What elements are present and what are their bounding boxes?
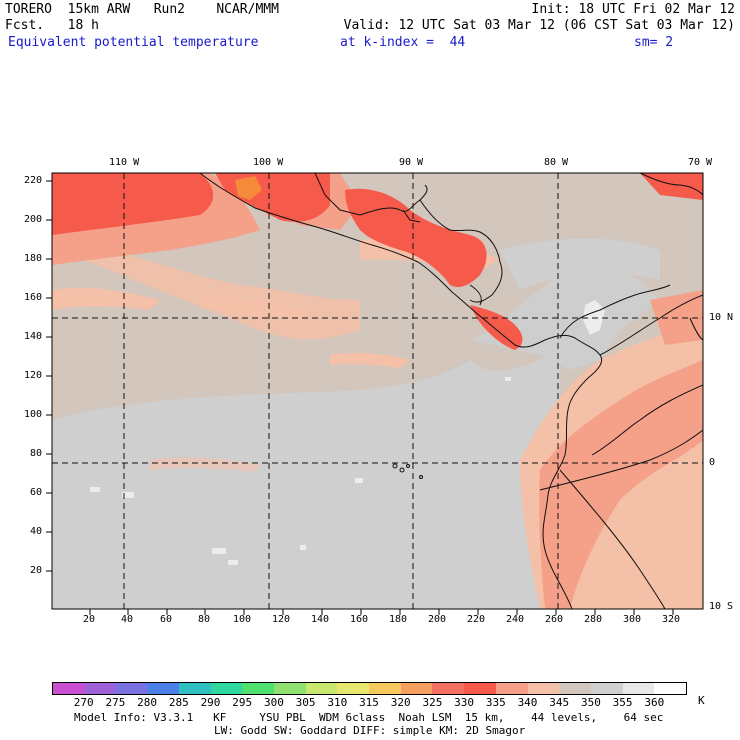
x-label: 180 xyxy=(389,614,408,625)
physics-info: LW: Godd SW: Goddard DIFF: simple KM: 2D… xyxy=(214,724,526,737)
colorbar-label: 345 xyxy=(549,696,570,709)
colorbar-swatch xyxy=(432,682,465,695)
x-label: 20 xyxy=(83,614,96,625)
colorbar-swatch xyxy=(210,682,243,695)
level-label: at k-index = 44 xyxy=(340,35,466,50)
colorbar-swatch xyxy=(464,682,497,695)
colorbar-label: 300 xyxy=(263,696,284,709)
x-label: 200 xyxy=(428,614,447,625)
colorbar-swatch xyxy=(147,682,180,695)
colorbar-label: 310 xyxy=(327,696,348,709)
colorbar-swatch xyxy=(590,682,624,695)
colorbar-label: 335 xyxy=(485,696,506,709)
colorbar-swatch xyxy=(369,682,402,695)
colorbar-swatch xyxy=(178,682,211,695)
white-patches xyxy=(90,300,605,565)
model-info: Model Info: V3.3.1 KF YSU PBL WDM 6class… xyxy=(74,711,664,724)
coastlines xyxy=(199,173,703,609)
lat-label-10n: 10 N xyxy=(709,312,734,323)
colorbar-unit: K xyxy=(698,694,705,707)
colorbar-label: 270 xyxy=(73,696,94,709)
colorbar-swatch xyxy=(305,682,338,695)
plot-frame xyxy=(51,172,704,610)
colorbar-swatch xyxy=(495,682,528,695)
colorbar-swatch xyxy=(273,682,307,695)
init-time: Init: 18 UTC Fri 02 Mar 12 xyxy=(531,2,736,17)
x-label: 300 xyxy=(623,614,642,625)
colorbar-swatch xyxy=(115,682,148,695)
x-label: 260 xyxy=(545,614,564,625)
lon-label-90w: 90 W xyxy=(399,157,424,168)
colorbar-label: 355 xyxy=(612,696,633,709)
x-label: 280 xyxy=(584,614,603,625)
colorbar-swatch xyxy=(242,682,275,695)
colorbar-swatch xyxy=(654,682,688,695)
colorbar-label: 320 xyxy=(390,696,411,709)
lat-label-0: 0 xyxy=(709,457,716,468)
smoothing-label: sm= 2 xyxy=(634,35,674,50)
frame-ticks xyxy=(46,180,674,615)
y-label: 200 xyxy=(24,214,43,225)
lon-label-70w: 70 W xyxy=(688,157,713,168)
colorbar-label: 325 xyxy=(422,696,443,709)
x-label: 80 xyxy=(198,614,211,625)
x-label: 120 xyxy=(272,614,291,625)
colorbar-swatch xyxy=(337,682,370,695)
colorbar-label: 280 xyxy=(137,696,158,709)
y-label: 220 xyxy=(24,175,43,186)
colorbar-swatch xyxy=(52,682,86,695)
colorbar-label: 285 xyxy=(168,696,189,709)
latlon-grid xyxy=(52,173,703,609)
x-label: 40 xyxy=(121,614,134,625)
colorbar-label: 330 xyxy=(454,696,475,709)
lon-label-80w: 80 W xyxy=(544,157,569,168)
y-label: 180 xyxy=(24,253,43,264)
colorbar-label: 305 xyxy=(295,696,316,709)
x-label: 140 xyxy=(311,614,330,625)
colorbar-label: 290 xyxy=(200,696,221,709)
y-label: 60 xyxy=(30,487,43,498)
colorbar-label: 360 xyxy=(644,696,665,709)
colorbar-label: 295 xyxy=(232,696,253,709)
lon-label-100w: 100 W xyxy=(253,157,284,168)
run-title: TORERO 15km ARW Run2 NCAR/MMM xyxy=(5,2,279,17)
y-label: 100 xyxy=(24,409,43,420)
field-title: Equivalent potential temperature xyxy=(8,35,259,50)
x-label: 320 xyxy=(662,614,681,625)
x-label: 160 xyxy=(350,614,369,625)
x-label: 220 xyxy=(467,614,486,625)
colorbar-swatch xyxy=(559,682,592,695)
y-label: 20 xyxy=(30,565,43,576)
colorbar-swatch xyxy=(83,682,116,695)
y-label: 80 xyxy=(30,448,43,459)
y-label: 160 xyxy=(24,292,43,303)
colorbar-label: 275 xyxy=(105,696,126,709)
y-label: 40 xyxy=(30,526,43,537)
lat-label-10s: 10 S xyxy=(709,601,734,612)
x-label: 240 xyxy=(506,614,525,625)
x-label: 100 xyxy=(233,614,252,625)
forecast-hour: Fcst. 18 h xyxy=(5,18,99,33)
colorbar-swatch xyxy=(400,682,433,695)
colorbar-swatch xyxy=(622,682,655,695)
lon-label-110w: 110 W xyxy=(109,157,140,168)
x-label: 60 xyxy=(160,614,173,625)
y-label: 120 xyxy=(24,370,43,381)
colorbar-label: 350 xyxy=(580,696,601,709)
peak-region xyxy=(235,176,262,200)
colorbar-label: 340 xyxy=(517,696,538,709)
colorbar-label: 315 xyxy=(359,696,379,709)
colorbar-swatch xyxy=(527,682,560,695)
y-label: 140 xyxy=(24,331,43,342)
valid-time: Valid: 12 UTC Sat 03 Mar 12 (06 CST Sat … xyxy=(343,18,735,33)
